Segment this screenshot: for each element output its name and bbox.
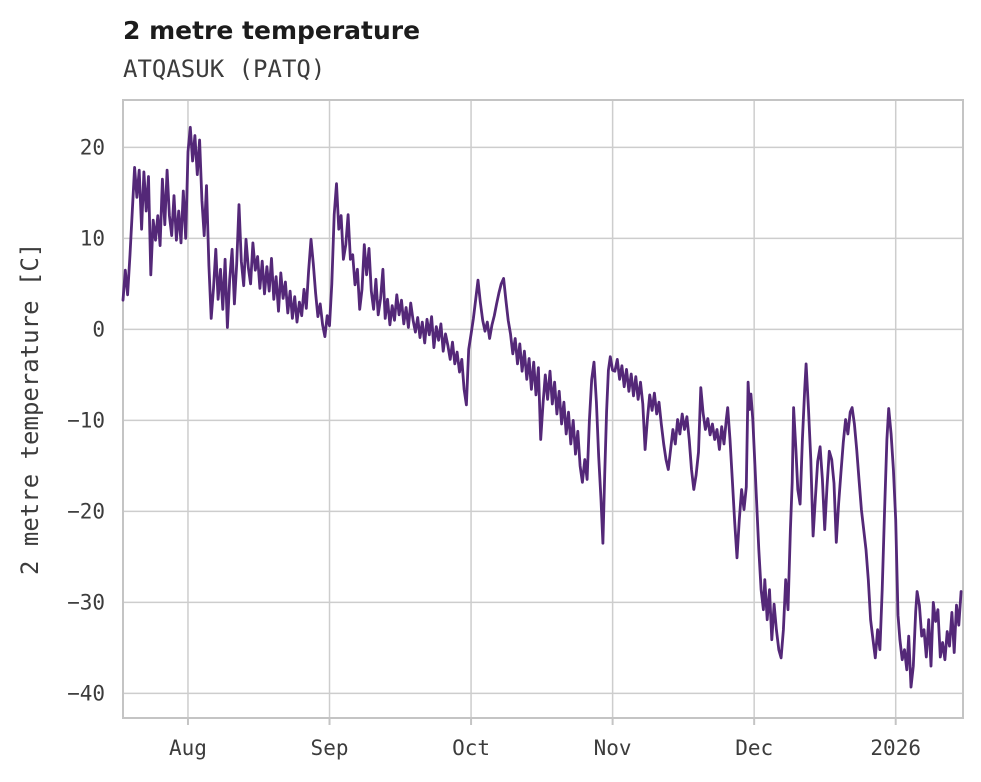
plot-border	[122, 99, 964, 719]
x-tick-label: Dec	[735, 736, 773, 760]
y-tick-label: 10	[80, 226, 105, 250]
x-tick-label: Oct	[452, 736, 490, 760]
x-tick-label: 2026	[870, 736, 921, 760]
x-tick-label: Sep	[311, 736, 349, 760]
y-tick-label: 0	[92, 317, 105, 341]
x-tick-label: Aug	[169, 736, 207, 760]
y-tick-label: −20	[67, 499, 105, 523]
chart-title: 2 metre temperature	[123, 16, 421, 45]
y-tick-label: −40	[67, 681, 105, 705]
y-tick-label: −10	[67, 408, 105, 432]
chart-subtitle: ATQASUK (PATQ)	[123, 55, 326, 83]
y-tick-label: 20	[80, 135, 105, 159]
temperature-line	[121, 125, 963, 689]
y-axis-label: 2 metre temperature [C]	[16, 242, 44, 576]
y-tick-label: −30	[67, 590, 105, 614]
x-tick-label: Nov	[594, 736, 632, 760]
